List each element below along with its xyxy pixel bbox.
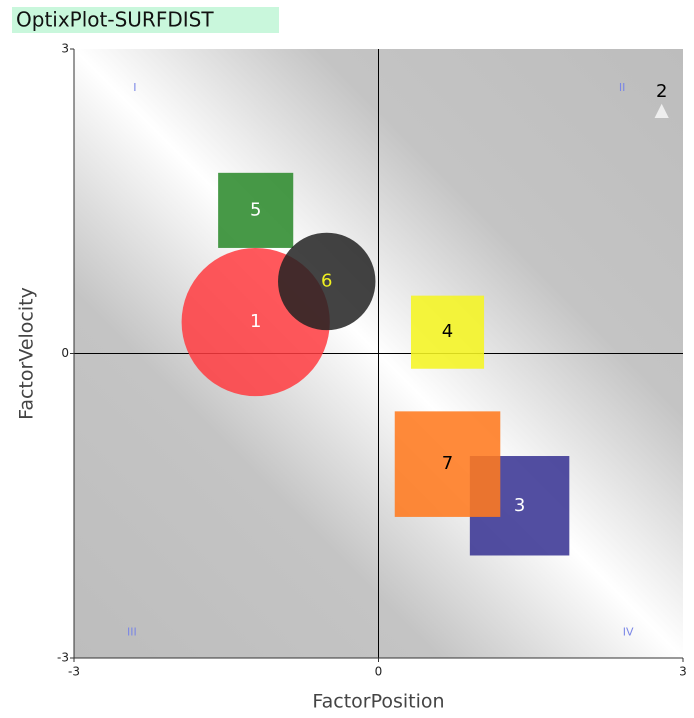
- x-tick-label: 3: [679, 665, 687, 679]
- title-background: [12, 7, 279, 33]
- quadrant-label: IV: [623, 625, 634, 638]
- y-tick-label: 0: [61, 346, 69, 360]
- square-marker: [218, 172, 294, 248]
- y-tick-label: 3: [61, 42, 69, 56]
- y-axis-label: FactorVelocity: [16, 287, 38, 420]
- x-axis-label: FactorPosition: [312, 691, 444, 713]
- quadrant-label: II: [619, 81, 626, 94]
- point-label: 3: [514, 495, 525, 516]
- quadrant-label: I: [133, 81, 136, 94]
- x-tick-label: 0: [375, 665, 383, 679]
- quadrant-label: III: [127, 625, 137, 638]
- y-tick-label: -3: [57, 651, 69, 665]
- point-label: 7: [442, 453, 453, 474]
- point-label: 5: [250, 199, 261, 220]
- square-marker: [394, 411, 501, 517]
- bubble: [278, 232, 376, 331]
- point-label: 2: [656, 81, 667, 102]
- point-label: 1: [250, 311, 261, 332]
- chart-title: OptixPlot-SURFDIST: [16, 8, 214, 32]
- x-tick-label: -3: [68, 665, 80, 679]
- triangle-marker: [654, 103, 669, 119]
- square-marker: [410, 295, 485, 369]
- point-label: 6: [321, 270, 332, 291]
- point-label: 4: [442, 321, 453, 342]
